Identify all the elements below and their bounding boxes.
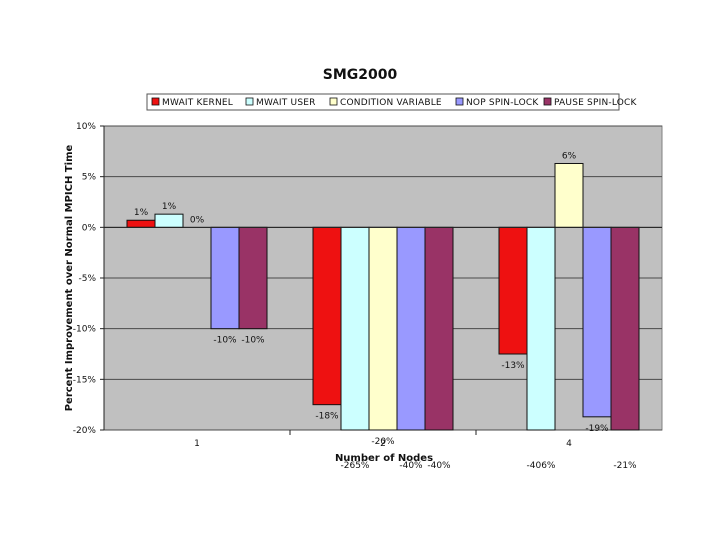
y-tick-label: -10% bbox=[73, 325, 97, 335]
bar-condition-variable-2 bbox=[368, 226, 398, 431]
axes bbox=[100, 125, 662, 435]
bar-nop-spin-lock-2 bbox=[396, 226, 426, 431]
legend-swatch bbox=[329, 97, 338, 106]
y-tick-label: 10% bbox=[76, 122, 96, 132]
bar-pause-spin-lock-2 bbox=[424, 226, 454, 431]
bar-nop-spin-lock-1 bbox=[210, 226, 240, 330]
data-label: -406% bbox=[527, 461, 556, 471]
legend-swatch bbox=[543, 97, 552, 106]
data-label: 0% bbox=[190, 215, 205, 225]
data-label: -18% bbox=[315, 412, 339, 422]
y-tick-label: 0% bbox=[82, 223, 97, 233]
x-tick-label: 2 bbox=[380, 439, 386, 449]
data-label: -10% bbox=[241, 336, 265, 346]
bar-condition-variable-4 bbox=[554, 162, 584, 228]
x-tick-label: 1 bbox=[194, 439, 200, 449]
y-axis-title: Percent Improvement over Normal MPICH Ti… bbox=[64, 144, 75, 411]
y-tick-label: 5% bbox=[82, 173, 97, 183]
data-label: -40% bbox=[399, 461, 423, 471]
bar-mwait-user-1 bbox=[154, 213, 184, 228]
y-tick-label: -5% bbox=[78, 274, 96, 284]
y-tick-label: -20% bbox=[73, 426, 97, 436]
chart-title: SMG2000 bbox=[323, 67, 398, 83]
bar-mwait-kernel-4 bbox=[498, 226, 528, 355]
legend-box bbox=[146, 93, 620, 111]
legend-label: CONDITION VARIABLE bbox=[340, 98, 442, 108]
data-label: -20% bbox=[371, 437, 395, 447]
legend-label: PAUSE SPIN-LOCK bbox=[554, 98, 637, 108]
bar-mwait-user-4 bbox=[526, 226, 556, 431]
legend: MWAIT KERNEL MWAIT USER CONDITION VARIABLE… bbox=[146, 93, 637, 111]
legend-label: MWAIT USER bbox=[256, 98, 316, 108]
data-label: 6% bbox=[562, 151, 577, 161]
x-axis-title: Number of Nodes bbox=[335, 453, 433, 464]
data-label: -19% bbox=[585, 424, 609, 434]
legend-label: MWAIT KERNEL bbox=[162, 98, 233, 108]
y-tick-label: -15% bbox=[73, 375, 97, 385]
bar-mwait-kernel-1 bbox=[126, 219, 156, 228]
legend-swatch bbox=[151, 97, 160, 106]
legend-label: NOP SPIN-LOCK bbox=[466, 98, 539, 108]
bar-pause-spin-lock-1 bbox=[238, 226, 268, 330]
data-label: -40% bbox=[427, 461, 451, 471]
bar-mwait-kernel-2 bbox=[312, 226, 342, 406]
data-labels: 1% 1% 0% -10% -10% -18% -265% -20% -40% -40% -13% -… bbox=[134, 151, 637, 471]
legend-swatch bbox=[245, 97, 254, 106]
data-label: -13% bbox=[501, 361, 525, 371]
data-label: 1% bbox=[134, 208, 149, 218]
y-tick-labels: 10% 5% 0% -5% -10% -15% -20% bbox=[73, 122, 97, 436]
data-label: -10% bbox=[213, 336, 237, 346]
legend-swatch bbox=[455, 97, 464, 106]
data-label: -265% bbox=[341, 461, 370, 471]
bar-pause-spin-lock-4 bbox=[610, 226, 640, 431]
x-tick-labels: 1 2 4 bbox=[194, 439, 572, 449]
x-tick-label: 4 bbox=[566, 439, 572, 449]
bar-mwait-user-2 bbox=[340, 226, 370, 431]
data-label: -21% bbox=[613, 461, 637, 471]
data-label: 1% bbox=[162, 202, 177, 212]
bar-nop-spin-lock-4 bbox=[582, 226, 612, 418]
